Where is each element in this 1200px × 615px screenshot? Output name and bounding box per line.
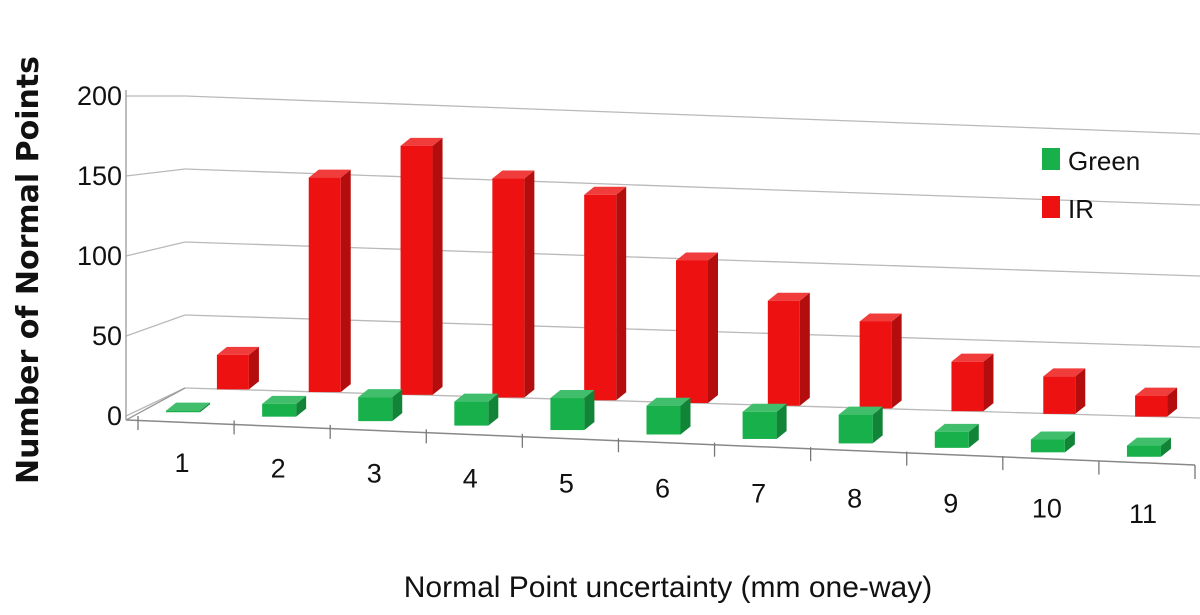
ir-bar	[400, 137, 443, 395]
gridline	[184, 168, 1200, 206]
green-bar	[454, 393, 499, 426]
ir-bar	[1043, 368, 1086, 414]
x-tick-label: 2	[271, 453, 286, 483]
ir-bar	[676, 252, 718, 403]
x-tick-label: 9	[943, 489, 958, 519]
legend-swatch-ir	[1042, 196, 1060, 218]
gridlines	[125, 95, 1200, 419]
green-bar	[550, 390, 595, 431]
floor-side-edge	[125, 387, 186, 421]
x-tick-label: 1	[175, 448, 190, 478]
x-tick-label: 3	[367, 458, 382, 488]
green-bar	[358, 389, 403, 422]
ir-bar	[767, 292, 810, 406]
x-tick-label: 7	[751, 479, 766, 509]
legend: Green IR	[1042, 146, 1140, 224]
x-tick-label: 6	[655, 474, 670, 504]
green-bar	[1126, 437, 1171, 457]
green-bar	[838, 406, 883, 444]
green-bar	[262, 395, 307, 417]
side-wall-gridline	[125, 168, 186, 177]
green-series	[166, 389, 1171, 457]
gridline	[184, 95, 1200, 135]
x-tick-label: 8	[847, 484, 862, 514]
x-tick-label: 4	[463, 463, 478, 493]
ir-bar	[584, 186, 627, 401]
legend-label-green: Green	[1068, 146, 1140, 176]
green-bar	[166, 402, 211, 413]
x-tick-label: 10	[1032, 494, 1062, 524]
side-wall-gridline	[125, 241, 186, 257]
x-axis-line	[125, 419, 1196, 466]
legend-swatch-green	[1042, 148, 1060, 170]
ir-bar	[216, 346, 259, 390]
y-tick-label: 50	[92, 321, 122, 351]
x-tick-labels: 1 2 3 4 5 6 7 8 9 10 11	[137, 416, 1196, 529]
y-tick-label: 200	[77, 81, 122, 111]
y-tick-labels: 0 50 100 150 200	[77, 81, 122, 431]
y-tick-label: 0	[107, 401, 122, 431]
axes	[125, 90, 1196, 466]
green-bar	[934, 423, 979, 448]
y-tick-label: 100	[77, 241, 122, 271]
legend-label-ir: IR	[1068, 194, 1094, 224]
x-axis-title: Normal Point uncertainty (mm one-way)	[404, 571, 933, 604]
y-tick-label: 150	[77, 161, 122, 191]
y-axis-title: Number of Normal Points	[11, 56, 46, 484]
ir-bar	[859, 313, 902, 409]
ir-bar	[308, 169, 351, 393]
x-tick-label: 11	[1129, 499, 1157, 529]
ir-bar	[492, 170, 535, 398]
green-bar	[1030, 431, 1075, 453]
x-tick-label: 5	[559, 468, 574, 498]
green-bar	[646, 397, 691, 435]
ir-bar	[951, 353, 994, 412]
ir-series	[216, 137, 1178, 417]
side-wall-gridline	[125, 314, 186, 337]
ir-bar	[1135, 387, 1178, 417]
green-bar	[742, 403, 787, 439]
